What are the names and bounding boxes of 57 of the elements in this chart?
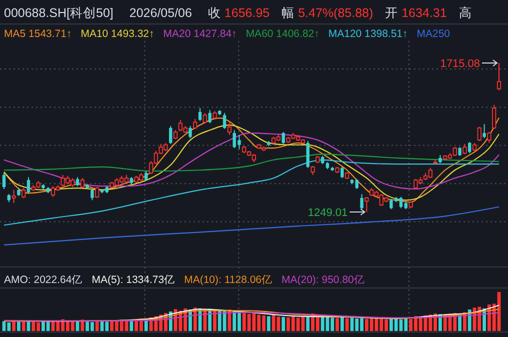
text: MA(10): 1128.06亿 — [184, 274, 273, 286]
text: MA(20): 950.80亿 — [282, 274, 365, 286]
candlestick — [482, 124, 486, 139]
text: MA10 1493.32↑ — [80, 28, 154, 40]
candlestick — [144, 170, 148, 182]
candlestick — [306, 140, 310, 168]
bar — [266, 316, 270, 331]
candlestick — [2, 172, 6, 190]
candlestick — [202, 112, 207, 124]
candlestick — [22, 188, 26, 198]
candlestick — [90, 188, 94, 201]
candlestick — [26, 176, 30, 194]
candlestick — [95, 186, 100, 198]
candlestick — [12, 189, 16, 204]
text: MA120 1398.51↑ — [328, 28, 408, 40]
bar — [340, 317, 344, 331]
candlestick — [355, 178, 358, 190]
bar — [282, 316, 286, 331]
text: 收 1656.95 — [208, 6, 270, 20]
bar — [130, 320, 134, 331]
candlestick — [208, 110, 212, 124]
annotation: 1715.08 — [440, 58, 480, 70]
candlestick — [492, 104, 496, 130]
candlestick — [462, 143, 467, 155]
candlestick — [282, 132, 285, 144]
text: 高 — [458, 5, 472, 20]
text: 幅 5.47%(85.88) — [282, 6, 374, 20]
bar — [336, 318, 339, 331]
candlestick — [80, 178, 84, 189]
text: MA(5): 1334.73亿 — [92, 274, 176, 286]
chart-title: 000688.SH[科创50] — [4, 6, 114, 20]
text: 开 1634.31 — [385, 6, 447, 20]
candlestick — [222, 112, 226, 130]
text: MA5 1543.71↑ — [4, 28, 72, 40]
candlestick — [198, 108, 202, 122]
bar — [22, 320, 26, 331]
candlestick — [477, 126, 482, 142]
text: AMO: 2022.64亿 — [4, 274, 83, 286]
chart-subtitle: 2026/05/06 — [129, 6, 192, 20]
text: MA20 1427.84↑ — [163, 28, 237, 40]
candlestick — [169, 126, 172, 144]
candlestick — [340, 166, 344, 179]
bar — [95, 320, 99, 331]
text: MA60 1406.82↑ — [246, 28, 320, 40]
annotation: 1249.01 — [308, 207, 348, 219]
candlestick — [496, 62, 502, 91]
candlestick — [399, 196, 403, 209]
candlestick — [487, 132, 492, 144]
bar — [345, 318, 349, 331]
candlestick — [364, 196, 369, 212]
bar — [306, 316, 310, 331]
candlestick — [227, 122, 232, 136]
candlestick — [193, 118, 198, 130]
candlestick — [468, 141, 472, 154]
bar — [17, 322, 20, 331]
text: MA250 — [416, 28, 450, 40]
candlestick — [188, 126, 192, 139]
